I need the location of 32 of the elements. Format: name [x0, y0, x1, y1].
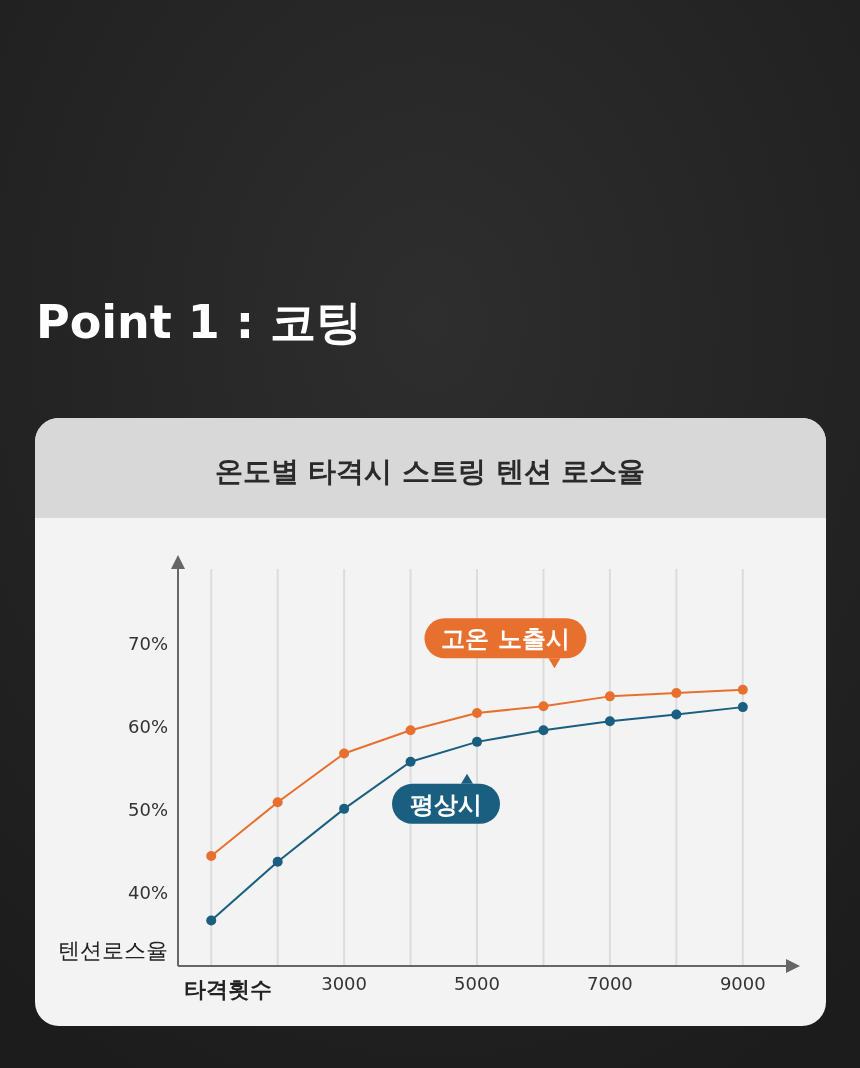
point: [206, 915, 217, 926]
y-tick-label: 50%: [127, 798, 168, 820]
point: [604, 691, 615, 702]
x-tick-label: 3000: [321, 973, 368, 994]
x-tick-label: 9000: [719, 973, 766, 994]
point: [339, 748, 350, 759]
point: [472, 707, 483, 718]
chart-subtitle: 온도별 타격시 스트링 텐션 로스율: [214, 455, 646, 488]
x-axis-title: 타격횟수: [184, 977, 272, 1002]
point: [671, 709, 682, 720]
y-tick-label: 40%: [127, 881, 168, 903]
y-tick-label: 60%: [127, 716, 168, 738]
point: [538, 725, 549, 736]
y-tick-label: 70%: [127, 633, 168, 655]
point: [405, 725, 416, 736]
text: 고온 노출시: [441, 625, 570, 654]
y-axis-title: 텐션로스율: [58, 938, 168, 963]
point: [737, 702, 748, 713]
point: [272, 797, 283, 808]
point: [604, 716, 615, 727]
point: [737, 684, 748, 695]
point: [405, 756, 416, 767]
point: [339, 803, 350, 814]
point: [671, 688, 682, 699]
x-tick-label: 7000: [587, 973, 633, 994]
x-tick-label: 5000: [454, 973, 500, 994]
chart-title: Point 1 : 코팅: [36, 295, 363, 349]
point: [272, 856, 283, 867]
legend-label: 평상시: [410, 790, 483, 819]
point: [538, 701, 549, 712]
point: [472, 736, 483, 747]
point: [206, 851, 217, 861]
